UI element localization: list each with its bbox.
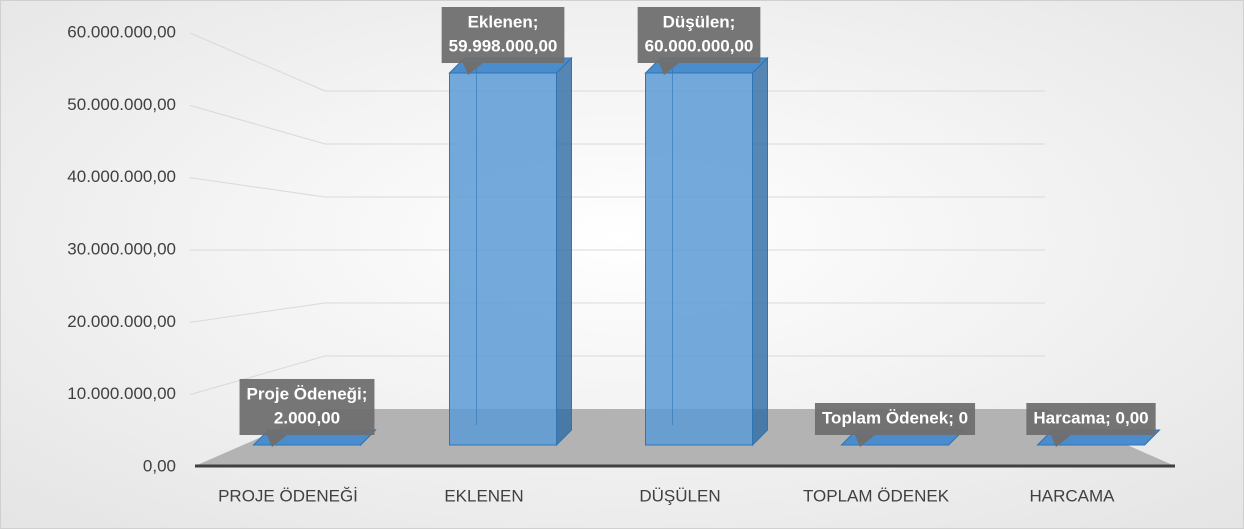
- data-label-box: [1026, 403, 1156, 435]
- y-tick-label: 30.000.000,00: [67, 239, 176, 258]
- y-tick-label: 10.000.000,00: [67, 384, 176, 403]
- y-tick-label: 40.000.000,00: [67, 167, 176, 186]
- data-label-text: 59.998.000,00: [449, 36, 558, 55]
- data-label: Toplam Ödenek; 0: [814, 403, 976, 447]
- bar-side: [556, 56, 572, 447]
- data-label-box: [239, 378, 375, 435]
- data-label-text: Toplam Ödenek; 0: [822, 408, 968, 427]
- data-label-pointer: [267, 434, 287, 447]
- x-tick-label: TOPLAM ÖDENEK: [803, 486, 950, 505]
- y-tick-label: 60.000.000,00: [67, 22, 176, 41]
- data-label-pointer: [659, 63, 679, 75]
- data-label-pointer: [1051, 435, 1071, 447]
- grid-line: [189, 302, 326, 323]
- x-tick-label: EKLENEN: [444, 486, 523, 505]
- grid-line: [189, 355, 326, 396]
- grid-line: [189, 177, 326, 198]
- data-label-box: [441, 7, 565, 64]
- bar: [448, 56, 573, 447]
- data-label: Proje Ödeneği; 2.000,00: [239, 378, 375, 447]
- x-tick-label: PROJE ÖDENEĞİ: [218, 486, 358, 505]
- data-label-text: Eklenen;: [468, 12, 539, 31]
- data-label-text: Harcama; 0,00: [1033, 408, 1148, 427]
- grid-line: [189, 104, 326, 145]
- data-label-text: 2.000,00: [274, 408, 340, 427]
- data-label-text: Proje Ödeneği;: [247, 384, 368, 403]
- data-label: Eklenen; 59.998.000,00: [441, 7, 565, 76]
- bar-side: [752, 56, 768, 447]
- y-tick-label: 0,00: [143, 456, 176, 475]
- x-tick-label: HARCAMA: [1029, 486, 1115, 505]
- data-label: Düşülen; 60.000.000,00: [637, 7, 761, 75]
- data-label-box: [814, 403, 976, 435]
- data-label-text: Düşülen;: [663, 12, 736, 31]
- data-label: Harcama; 0,00: [1026, 403, 1156, 447]
- bar: [644, 56, 769, 447]
- y-tick-label: 20.000.000,00: [67, 312, 176, 331]
- data-label-pointer: [855, 435, 875, 447]
- bar-front: [449, 72, 557, 446]
- bar-front: [645, 72, 753, 446]
- grid-line: [189, 32, 326, 92]
- data-label-box: [637, 7, 761, 63]
- x-tick-label: DÜŞÜLEN: [639, 486, 720, 505]
- y-tick-label: 50.000.000,00: [67, 95, 176, 114]
- data-label-pointer: [463, 63, 483, 76]
- data-label-text: 60.000.000,00: [645, 36, 754, 55]
